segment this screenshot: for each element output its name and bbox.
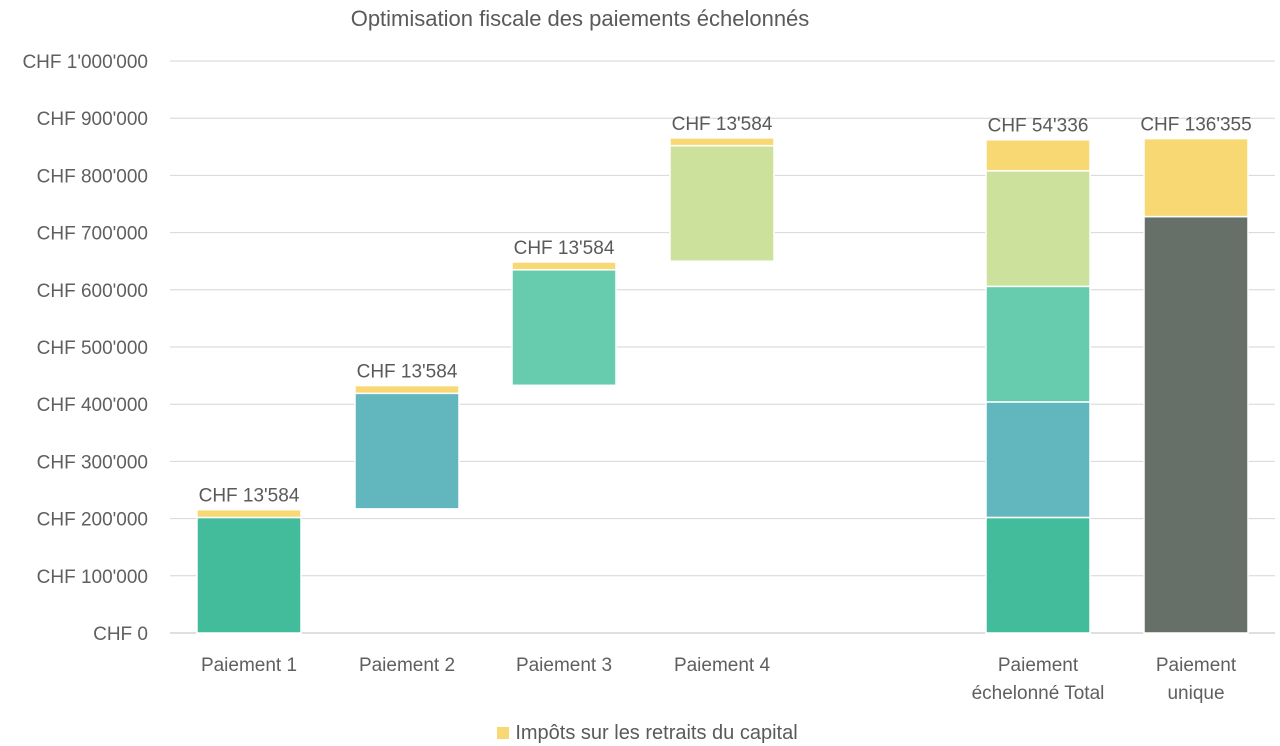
x-tick-label: Paiement 2 [359,655,455,676]
bar-segment [354,392,460,510]
x-tick-label: Paiement [998,655,1079,676]
y-tick-label: CHF 200'000 [37,510,148,531]
y-tick-label: CHF 500'000 [37,338,148,359]
bar-segment [196,516,302,634]
x-tick-label: échelonné Total [972,683,1105,704]
x-axis-tick-labels: Paiement 1 Paiement 2 Paiement 3 Paiement 4… [201,655,1237,704]
bar-segment [985,170,1091,288]
data-label: CHF 136'355 [1140,115,1251,136]
y-tick-label: CHF 100'000 [37,567,148,588]
x-tick-label: unique [1167,683,1224,704]
bar-segment [985,285,1091,403]
gridlines [170,60,1275,634]
bar-segment [1143,215,1249,634]
y-tick-label: CHF 300'000 [37,452,148,473]
bar-annotations: CHF 13'584 CHF 13'584 CHF 13'584 CHF 13'584… [199,114,1252,507]
data-label: CHF 13'584 [199,486,300,507]
y-tick-label: CHF 900'000 [37,109,148,130]
data-label: CHF 13'584 [357,362,458,383]
legend-swatch [497,727,510,739]
bar-segment [985,516,1091,634]
bar-segment [985,401,1091,519]
bar-segment [669,144,775,262]
legend-label: Impôts sur les retraits du capital [515,722,798,744]
bars [196,137,1249,634]
bar-segment [196,508,302,519]
y-axis-tick-labels: CHF 0 CHF 100'000 CHF 200'000 CHF 300'000 CH… [22,52,148,645]
y-tick-label: CHF 0 [93,624,148,645]
data-label: CHF 13'584 [672,114,773,135]
x-tick-label: Paiement 4 [674,655,771,676]
bar-segment [985,138,1091,172]
chart-title: Optimisation fiscale des paiements échel… [350,6,810,31]
bar-segment [669,137,775,147]
x-tick-label: Paiement [1156,655,1237,676]
bar-segment [511,269,617,387]
bar-segment [1143,137,1249,218]
y-tick-label: CHF 400'000 [37,395,148,416]
y-tick-label: CHF 1'000'000 [22,52,148,73]
data-label: CHF 54'336 [988,116,1089,137]
bar-segment [354,384,460,395]
bar-segment [511,261,617,271]
data-label: CHF 13'584 [514,238,615,259]
y-tick-label: CHF 700'000 [37,224,148,245]
y-tick-label: CHF 800'000 [37,166,148,187]
legend: Impôts sur les retraits du capital [0,722,1280,745]
y-tick-label: CHF 600'000 [37,281,148,302]
x-tick-label: Paiement 1 [201,655,297,676]
x-tick-label: Paiement 3 [516,655,612,676]
